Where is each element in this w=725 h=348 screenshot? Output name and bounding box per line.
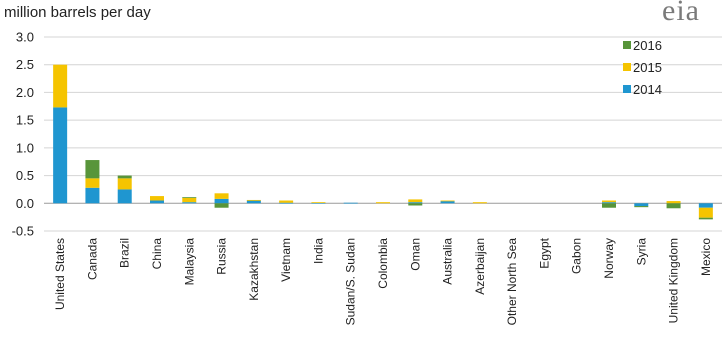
- bar-2014-0: [53, 107, 68, 204]
- gridlines: [44, 36, 722, 232]
- y-tick-label: 3.0: [16, 30, 34, 45]
- y-tick-label: 0.0: [16, 196, 34, 211]
- bar-2014-20: [698, 203, 713, 208]
- bar-2016-1: [85, 160, 100, 179]
- bar-2015-0: [53, 64, 68, 108]
- bar-2016-17: [602, 203, 616, 208]
- x-tick-label: Azerbaijan: [473, 238, 487, 295]
- legend-label-2015: 2015: [633, 60, 662, 75]
- y-tick-label: 1.5: [16, 113, 34, 128]
- x-tick-label: Malaysia: [182, 238, 196, 286]
- bar-2014-6: [246, 200, 261, 204]
- bar-2014-3: [150, 200, 164, 204]
- bar-2015-12: [440, 200, 455, 202]
- x-tick-label: Gabon: [570, 238, 584, 274]
- y-tick-label: 2.5: [16, 57, 34, 72]
- bar-2014-8: [311, 202, 326, 204]
- bar-2016-2: [117, 175, 132, 179]
- bar-2015-4: [182, 197, 197, 203]
- x-axis-ticks: United States Canada Brazil China Malaysia Ru…: [53, 237, 713, 325]
- bar-2014-2: [117, 189, 132, 204]
- bar-2014-7: [279, 202, 294, 204]
- bar-2015-11: [408, 199, 423, 203]
- x-tick-label: Russia: [215, 238, 229, 275]
- bar-2015-6: [246, 199, 261, 201]
- x-tick-label: Other North Sea: [505, 238, 519, 326]
- x-tick-label: Norway: [602, 238, 616, 279]
- x-tick-label: Oman: [408, 238, 422, 271]
- legend-label-2014: 2014: [633, 82, 662, 97]
- legend-label-2016: 2016: [633, 38, 662, 53]
- bar-2016-11: [408, 203, 423, 206]
- x-tick-label: Egypt: [537, 237, 551, 268]
- legend: 2016 2015 2014: [623, 38, 662, 97]
- bar-2015-5: [214, 193, 229, 199]
- bar-2016-19: [666, 203, 681, 209]
- bar-2014-9: [343, 202, 358, 204]
- bar-2015-1: [85, 178, 100, 188]
- x-tick-label: Kazakhstan: [247, 238, 261, 301]
- bar-2015-20: [698, 207, 713, 218]
- legend-swatch-2016: [623, 41, 631, 49]
- y-axis-ticks: 3.0 2.5 2.0 1.5 1.0 0.5 0.0 -0.5: [12, 30, 34, 239]
- bars: [53, 64, 713, 220]
- x-tick-label: Colombia: [376, 238, 390, 289]
- bar-2015-17: [602, 200, 616, 203]
- eia-logo: eia: [662, 0, 700, 27]
- bar-2015-8: [311, 202, 326, 203]
- legend-swatch-2014: [623, 85, 631, 93]
- bar-2016-5: [214, 203, 229, 208]
- x-tick-label: Brazil: [118, 238, 132, 268]
- bar-2014-12: [440, 201, 455, 204]
- bar-2014-1: [85, 187, 100, 204]
- bar-2016-4: [182, 197, 197, 198]
- bar-2016-18: [634, 206, 649, 208]
- bar-2014-11: [408, 202, 423, 204]
- y-tick-label: 0.5: [16, 168, 34, 183]
- bar-2014-5: [214, 198, 229, 204]
- x-tick-label: United States: [53, 238, 67, 310]
- y-axis-label: million barrels per day: [4, 4, 151, 21]
- bar-2016-20: [698, 217, 713, 220]
- x-tick-label: Canada: [85, 238, 99, 280]
- x-tick-label: India: [311, 238, 325, 264]
- x-tick-label: Syria: [634, 238, 648, 266]
- bar-2014-18: [634, 203, 649, 207]
- bar-2015-7: [279, 200, 294, 203]
- y-tick-label: -0.5: [12, 224, 34, 239]
- x-tick-label: United Kingdom: [667, 238, 681, 323]
- x-tick-label: Mexico: [699, 238, 713, 276]
- bar-2015-19: [666, 201, 681, 204]
- y-tick-label: 1.0: [16, 140, 34, 155]
- x-tick-label: Australia: [441, 238, 455, 285]
- bar-2014-4: [182, 202, 197, 204]
- x-tick-label: China: [150, 238, 164, 270]
- bar-2015-13: [472, 202, 487, 204]
- bar-2015-3: [150, 196, 164, 201]
- bar-2015-2: [117, 178, 132, 190]
- bar-2014-17: [602, 202, 616, 204]
- bar-2015-10: [376, 202, 390, 204]
- x-tick-label: Vietnam: [279, 238, 293, 282]
- y-tick-label: 2.0: [16, 85, 34, 100]
- x-tick-label: Sudan/S. Sudan: [344, 238, 358, 325]
- legend-swatch-2015: [623, 63, 631, 71]
